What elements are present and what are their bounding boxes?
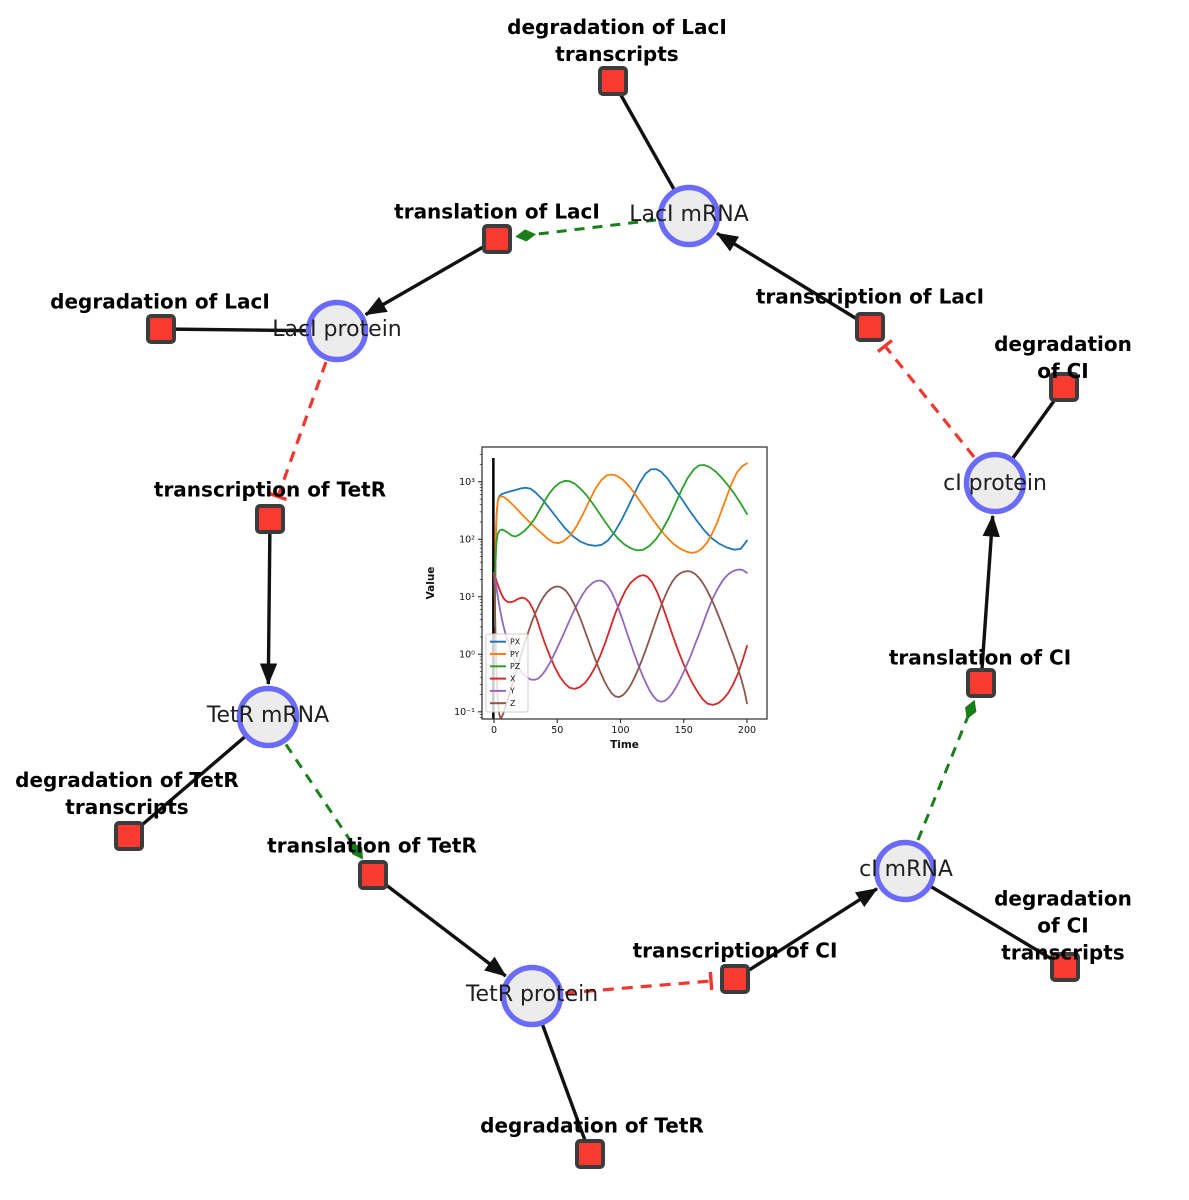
reaction-node-degradation-of-ci-transcripts[interactable] — [1050, 952, 1080, 982]
edge-translation-laci-to-laci-protein — [364, 237, 498, 317]
series-PY — [493, 462, 748, 615]
edge-transcription-ci-to-ci-mrna — [734, 887, 878, 981]
reaction-node-degradation-of-tetr[interactable] — [575, 1139, 605, 1169]
x-tick-label: 200 — [738, 725, 756, 736]
x-tick-label: 150 — [675, 725, 693, 736]
series-PX — [493, 468, 748, 628]
y-tick-label: 10¹ — [459, 592, 475, 603]
species-node-laci-protein[interactable] — [305, 299, 369, 363]
series-X — [493, 572, 748, 706]
y-tick-label: 10² — [459, 535, 475, 546]
label-degradation-of-ci-transcripts: degradation of CI transcripts — [994, 886, 1132, 965]
edge-tetr-mrna-modifies-translation-tetr — [284, 743, 364, 860]
legend-label-PZ: PZ — [510, 662, 520, 671]
species-node-tetr-mrna[interactable] — [236, 685, 300, 749]
y-tick-label: 10⁻¹ — [454, 707, 475, 718]
nodes — [114, 66, 1080, 1169]
legend-label-Y: Y — [509, 687, 515, 696]
label-degradation-of-tetr: degradation of TetR — [480, 1113, 704, 1138]
reaction-node-degradation-of-laci[interactable] — [146, 314, 176, 344]
edge-ci-protein-inhibits-transcription-laci — [883, 344, 976, 459]
label-laci-mrna: LacI mRNA — [629, 202, 749, 227]
x-tick-label: 50 — [551, 725, 563, 736]
legend-label-PY: PY — [510, 650, 520, 659]
edge-translation-ci-to-ci-protein — [979, 514, 1000, 684]
x-tick-label: 100 — [611, 725, 629, 736]
label-transcription-of-tetr: transcription of TetR — [153, 477, 387, 502]
reaction-node-translation-of-laci[interactable] — [482, 224, 512, 254]
x-axis-label: Time — [610, 739, 639, 751]
label-transcription-of-laci: transcription of LacI — [755, 284, 985, 309]
legend-box — [485, 633, 529, 713]
edge-transcription-tetr-to-tetr-mrna — [259, 518, 278, 686]
species-node-ci-mrna[interactable] — [873, 839, 937, 903]
label-degradation-of-laci: degradation of LacI — [50, 289, 270, 314]
edge-translation-tetr-to-tetr-protein — [371, 873, 507, 978]
plot-frame — [481, 446, 768, 720]
label-tetr-protein: TetR protein — [465, 982, 599, 1007]
species-node-laci-mrna[interactable] — [657, 184, 721, 248]
label-tetr-mrna: TetR mRNA — [206, 703, 330, 728]
label-translation-of-tetr: translation of TetR — [267, 833, 477, 858]
series-PZ — [493, 464, 748, 621]
label-degradation-of-tetr-transcripts: degradation of TetR transcripts — [15, 768, 239, 819]
label-degradation-of-ci: degradation of CI — [994, 332, 1132, 383]
label-laci-protein: LacI protein — [272, 317, 402, 342]
reaction-node-transcription-of-laci[interactable] — [855, 312, 885, 342]
label-ci-protein: cI protein — [943, 471, 1047, 496]
label-translation-of-ci: translation of CI — [888, 645, 1072, 670]
y-tick-label: 10³ — [459, 477, 475, 488]
reaction-node-transcription-of-ci[interactable] — [720, 964, 750, 994]
reaction-node-degradation-of-laci-transcripts[interactable] — [598, 66, 628, 96]
edge-tetr-protein-inhibits-transcription-ci — [564, 979, 712, 995]
legend-label-X: X — [510, 674, 516, 683]
edge-ci-mrna-modifies-translation-ci — [916, 699, 977, 841]
reaction-node-degradation-of-ci[interactable] — [1049, 372, 1079, 402]
y-axis-label: Value — [425, 567, 437, 600]
label-translation-of-laci: translation of LacI — [394, 199, 600, 224]
legend-label-PX: PX — [510, 638, 521, 647]
x-tick-label: 0 — [491, 725, 497, 736]
inhibition-tee-transcription-laci — [876, 339, 894, 353]
inset-chart-svg: 10⁻¹ 10⁰ 10¹ 10² 10³ 0 50 100 150 200 Time Value PX P… — [425, 446, 768, 751]
reaction-node-translation-of-tetr[interactable] — [358, 860, 388, 890]
inhibition-tee-transcription-ci — [708, 971, 714, 991]
inset-chart: 10⁻¹ 10⁰ 10¹ 10² 10³ 0 50 100 150 200 Time Value PX P… — [420, 425, 776, 765]
label-transcription-of-ci: transcription of CI — [632, 938, 838, 963]
y-tick-label: 10⁰ — [459, 650, 475, 661]
legend-label-Z: Z — [510, 699, 515, 708]
reaction-node-degradation-of-tetr-transcripts[interactable] — [114, 821, 144, 851]
edge-laci-protein-inhibits-transcription-tetr — [276, 361, 328, 498]
edge-transcription-laci-to-laci-mrna — [716, 231, 871, 329]
edge-laci-mrna-modifies-translation-laci — [515, 218, 657, 242]
label-ci-mrna: cI mRNA — [859, 857, 953, 882]
reaction-node-translation-of-ci[interactable] — [966, 668, 996, 698]
species-node-ci-protein[interactable] — [963, 451, 1027, 515]
inhibition-tee-transcription-tetr — [268, 491, 288, 502]
label-degradation-of-laci-transcripts: degradation of LacI transcripts — [507, 15, 727, 66]
species-node-tetr-protein[interactable] — [500, 964, 564, 1028]
reaction-node-transcription-of-tetr[interactable] — [255, 504, 285, 534]
